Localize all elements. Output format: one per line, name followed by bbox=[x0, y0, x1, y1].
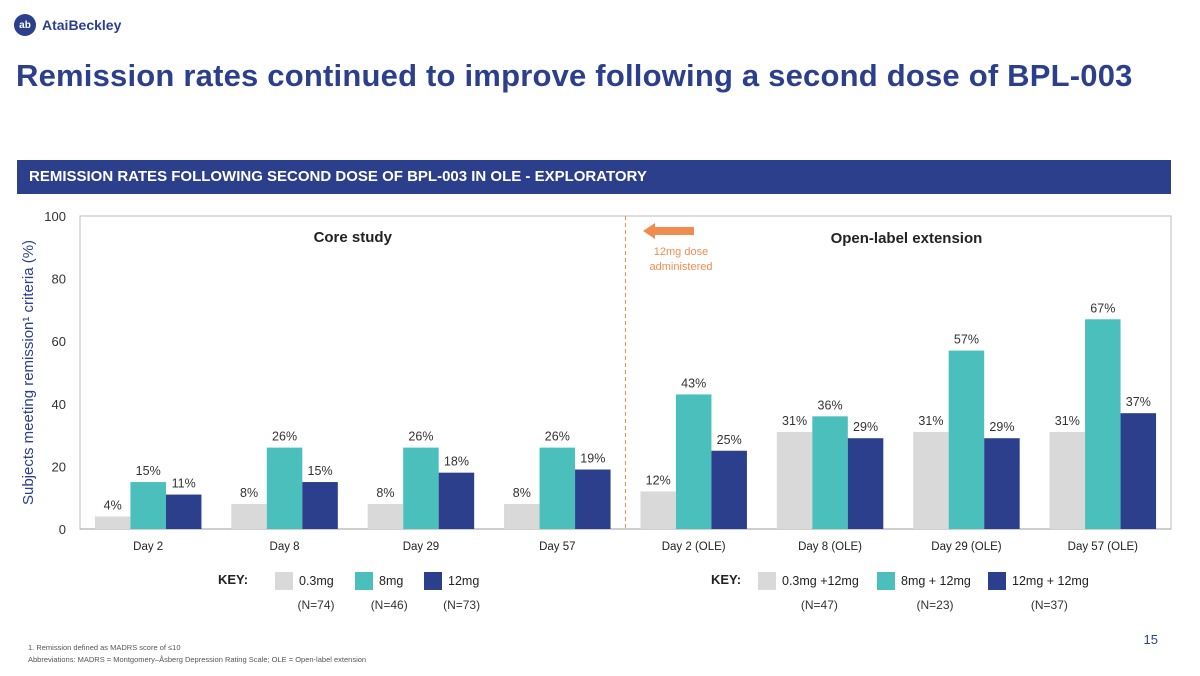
legend-key-label-core: KEY: bbox=[218, 572, 248, 587]
bar-data-label: 29% bbox=[853, 420, 878, 434]
legend-key-label-ole: KEY: bbox=[711, 572, 741, 587]
bar-data-label: 31% bbox=[782, 414, 807, 428]
bar-data-label: 15% bbox=[136, 464, 161, 478]
x-tick-label: Day 29 bbox=[403, 541, 439, 553]
bar bbox=[302, 482, 338, 529]
bar bbox=[1120, 413, 1157, 529]
logo-text: AtaiBeckley bbox=[42, 17, 122, 33]
legend-series-label: 0.3mg +12mg bbox=[782, 574, 859, 588]
bar-data-label: 26% bbox=[408, 430, 433, 444]
bar bbox=[776, 431, 813, 529]
bar bbox=[1049, 431, 1086, 529]
y-tick-label: 60 bbox=[52, 334, 66, 349]
bar-data-label: 26% bbox=[272, 430, 297, 444]
bar bbox=[539, 447, 576, 529]
bar bbox=[165, 494, 202, 529]
legend-n-label: (N=46) bbox=[371, 598, 408, 612]
legend-swatch bbox=[988, 572, 1006, 590]
y-tick-label: 100 bbox=[44, 209, 66, 224]
legend-n-label: (N=37) bbox=[1031, 598, 1068, 612]
bar-data-label: 43% bbox=[681, 376, 706, 390]
logo-mark-icon: ab bbox=[14, 14, 36, 36]
bar-data-label: 67% bbox=[1090, 301, 1115, 315]
bar bbox=[367, 503, 404, 529]
bar bbox=[711, 450, 747, 529]
legend-series-label: 8mg + 12mg bbox=[901, 574, 971, 588]
arrow-left-icon bbox=[643, 223, 655, 239]
section-title-ole: Open-label extension bbox=[831, 230, 983, 247]
y-tick-label: 80 bbox=[52, 272, 66, 287]
y-axis-label: Subjects meeting remission¹ criteria (%) bbox=[20, 240, 37, 505]
bar bbox=[675, 394, 712, 529]
bar bbox=[266, 447, 303, 529]
slide-title: Remission rates continued to improve fol… bbox=[16, 58, 1133, 93]
y-tick-label: 0 bbox=[59, 522, 66, 537]
page-number: 15 bbox=[1143, 632, 1158, 647]
chart-banner: REMISSION RATES FOLLOWING SECOND DOSE OF… bbox=[17, 160, 1171, 194]
legend-swatch bbox=[758, 572, 776, 590]
legend-n-label: (N=74) bbox=[297, 598, 334, 612]
legend-n-label: (N=73) bbox=[443, 598, 480, 612]
bar-data-label: 57% bbox=[954, 333, 979, 347]
legend-series-label: 12mg + 12mg bbox=[1012, 574, 1089, 588]
bar bbox=[984, 438, 1020, 529]
y-tick-label: 20 bbox=[52, 459, 66, 474]
bar-data-label: 11% bbox=[172, 477, 196, 491]
bar bbox=[913, 431, 949, 529]
legend-series-label: 0.3mg bbox=[299, 574, 334, 588]
bar-data-label: 4% bbox=[104, 498, 122, 512]
bar-data-label: 31% bbox=[1055, 414, 1080, 428]
x-tick-label: Day 57 (OLE) bbox=[1068, 541, 1138, 553]
bar-data-label: 31% bbox=[918, 414, 943, 428]
legend-swatch bbox=[424, 572, 442, 590]
bar bbox=[130, 482, 166, 529]
bar bbox=[948, 350, 985, 529]
x-tick-label: Day 2 bbox=[133, 541, 163, 553]
bar bbox=[504, 503, 540, 529]
bar-data-label: 8% bbox=[240, 486, 258, 500]
bar bbox=[231, 503, 267, 529]
bar bbox=[403, 447, 439, 529]
x-tick-label: Day 29 (OLE) bbox=[931, 541, 1001, 553]
footnote-abbreviations: Abbreviations: MADRS = Montgomery–Åsberg… bbox=[28, 655, 367, 664]
y-tick-label: 40 bbox=[52, 397, 66, 412]
arrow-note-line1: 12mg dose bbox=[654, 246, 708, 258]
bar-data-label: 12% bbox=[646, 473, 671, 487]
bar-data-label: 26% bbox=[545, 430, 570, 444]
arrow-shaft bbox=[652, 227, 694, 235]
company-logo: ab AtaiBeckley bbox=[14, 14, 121, 36]
bar-data-label: 15% bbox=[308, 464, 333, 478]
footnote-remission: 1. Remission defined as MADRS score of ≤… bbox=[28, 643, 181, 652]
bar bbox=[1085, 319, 1121, 529]
legend-swatch bbox=[275, 572, 293, 590]
bar-data-label: 19% bbox=[580, 452, 605, 466]
arrow-note-line2: administered bbox=[650, 261, 713, 273]
legend-swatch bbox=[355, 572, 373, 590]
legend-series-label: 8mg bbox=[379, 574, 403, 588]
bar-data-label: 8% bbox=[513, 486, 531, 500]
legend-series-label: 12mg bbox=[448, 574, 479, 588]
bar bbox=[847, 438, 884, 529]
legend-n-label: (N=23) bbox=[916, 598, 953, 612]
bar bbox=[812, 416, 848, 529]
bar bbox=[438, 472, 475, 529]
x-tick-label: Day 57 bbox=[539, 541, 575, 553]
bar-data-label: 18% bbox=[444, 455, 469, 469]
legend-swatch bbox=[877, 572, 895, 590]
bar bbox=[640, 491, 676, 529]
x-tick-label: Day 8 bbox=[270, 541, 300, 553]
section-title-core: Core study bbox=[314, 229, 393, 246]
x-tick-label: Day 8 (OLE) bbox=[798, 541, 862, 553]
bar-data-label: 36% bbox=[818, 398, 843, 412]
bar-data-label: 8% bbox=[376, 486, 394, 500]
bar bbox=[94, 516, 131, 529]
bar-data-label: 25% bbox=[717, 433, 742, 447]
x-tick-label: Day 2 (OLE) bbox=[662, 541, 726, 553]
bar bbox=[575, 469, 611, 529]
bar-data-label: 29% bbox=[989, 420, 1014, 434]
bar-data-label: 37% bbox=[1126, 395, 1151, 409]
legend-n-label: (N=47) bbox=[801, 598, 838, 612]
